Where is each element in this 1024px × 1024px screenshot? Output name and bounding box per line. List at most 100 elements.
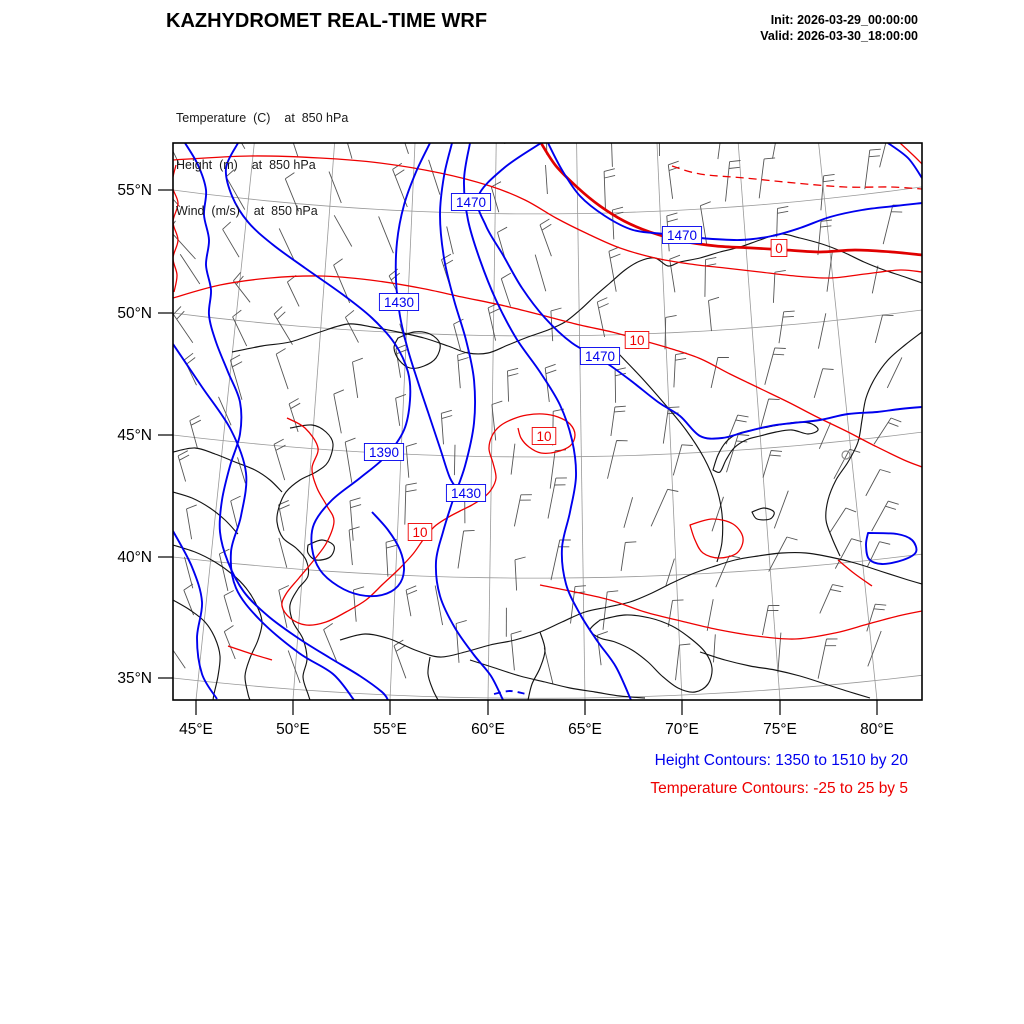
wind-barb <box>834 538 863 569</box>
wind-barb <box>820 173 835 211</box>
wind-barb <box>608 246 621 292</box>
contour-label-text: 1470 <box>585 349 615 364</box>
border-path <box>393 331 441 369</box>
map-frame <box>172 142 923 701</box>
contour-label-box <box>445 484 487 502</box>
contour-label-text: 1430 <box>384 295 414 310</box>
border-path <box>616 351 724 563</box>
wind-barb <box>440 409 453 445</box>
temp-contour-line <box>173 164 179 293</box>
border-path <box>173 599 221 700</box>
wind-barb <box>711 496 724 532</box>
lon-tick-label: 45°E <box>179 721 213 738</box>
wind-barb <box>768 536 798 572</box>
wind-barb <box>706 599 714 631</box>
wind-barb <box>871 500 899 532</box>
temp-contour-line <box>689 518 744 559</box>
contour-label-box <box>770 239 788 257</box>
contour-label-box <box>624 331 650 349</box>
parallel-line <box>173 186 922 215</box>
wind-barb <box>229 354 243 400</box>
temperature-contours <box>173 143 922 661</box>
wind-barb <box>507 367 519 402</box>
contour-label-box <box>407 523 433 541</box>
wind-barb <box>675 643 691 681</box>
legend-height: Height (m) at 850 hPa <box>176 157 316 172</box>
wind-barb <box>547 477 567 519</box>
wind-barb <box>549 449 567 489</box>
meridian-line <box>576 143 586 700</box>
height-contour-line <box>173 343 355 700</box>
height-contour-line <box>434 143 504 700</box>
wind-barb <box>347 143 353 159</box>
wind-barb <box>664 314 677 350</box>
wind-barb <box>333 215 353 247</box>
wind-barb <box>328 171 342 204</box>
geography-borders <box>173 233 922 700</box>
wind-barb <box>186 504 197 540</box>
wind-barb <box>866 603 887 632</box>
wind-barb <box>453 444 456 476</box>
wind-barb <box>610 405 626 437</box>
wind-barb <box>405 585 418 617</box>
contour-label-text: 1390 <box>369 445 399 460</box>
border-path <box>699 651 871 699</box>
wind-barb <box>233 272 251 303</box>
wind-barb <box>173 649 186 669</box>
axis-labels: 55°N 50°N 45°N 40°N 35°N 45°E 50°E 55°E 60°E 65°E… <box>117 182 894 738</box>
wind-barb <box>650 488 679 527</box>
parallel-line <box>173 674 922 699</box>
wind-barb <box>225 169 246 210</box>
wind-barb <box>776 205 789 238</box>
contour-label-box <box>579 347 621 365</box>
wind-barb <box>348 526 360 566</box>
wind-barb <box>333 389 345 434</box>
lon-tick-label: 70°E <box>665 721 699 738</box>
contour-label-text: 1470 <box>456 195 486 210</box>
wind-barb <box>539 218 552 257</box>
wind-barb <box>546 143 548 155</box>
lat-tick-label: 40°N <box>117 549 152 566</box>
wind-barb <box>491 400 503 441</box>
wind-barb <box>865 469 891 497</box>
height-contour-line <box>865 532 918 565</box>
wind-barb <box>596 631 608 666</box>
wind-barb <box>513 494 532 527</box>
wind-barb <box>404 482 417 525</box>
wind-barb <box>447 143 449 144</box>
contour-label-text: 10 <box>629 333 644 348</box>
wind-barb <box>886 357 903 389</box>
wind-barb <box>760 398 780 428</box>
contour-label-box <box>450 193 492 211</box>
wind-barb <box>762 450 783 478</box>
wind-barb <box>457 529 475 569</box>
wind-barb <box>179 253 201 285</box>
wind-barb <box>762 605 780 636</box>
wind-barb <box>607 440 628 479</box>
wind-barb <box>173 198 181 208</box>
wind-barb <box>818 422 832 449</box>
contour-label-box <box>661 226 703 244</box>
wind-barb <box>611 143 613 167</box>
contour-label-box <box>378 293 420 311</box>
temp-contour-line <box>899 143 922 165</box>
lat-tick-label: 55°N <box>117 182 152 199</box>
wind-barb <box>278 499 290 531</box>
temp-contour-line <box>539 584 922 640</box>
wind-barb <box>273 438 286 481</box>
wind-barb <box>545 164 548 195</box>
wind-barb <box>428 159 441 195</box>
lon-tick-label: 50°E <box>276 721 310 738</box>
wind-barb <box>867 630 882 667</box>
wind-barb <box>344 437 356 483</box>
wind-barb <box>349 497 362 541</box>
border-path <box>751 507 775 521</box>
border-path <box>427 656 439 700</box>
wind-barb <box>772 143 776 159</box>
wind-barb <box>596 297 609 338</box>
wind-barb <box>490 181 502 213</box>
wind-barb <box>726 434 750 473</box>
lat-tick-label: 45°N <box>117 427 152 444</box>
temp-contour-line <box>173 155 922 279</box>
